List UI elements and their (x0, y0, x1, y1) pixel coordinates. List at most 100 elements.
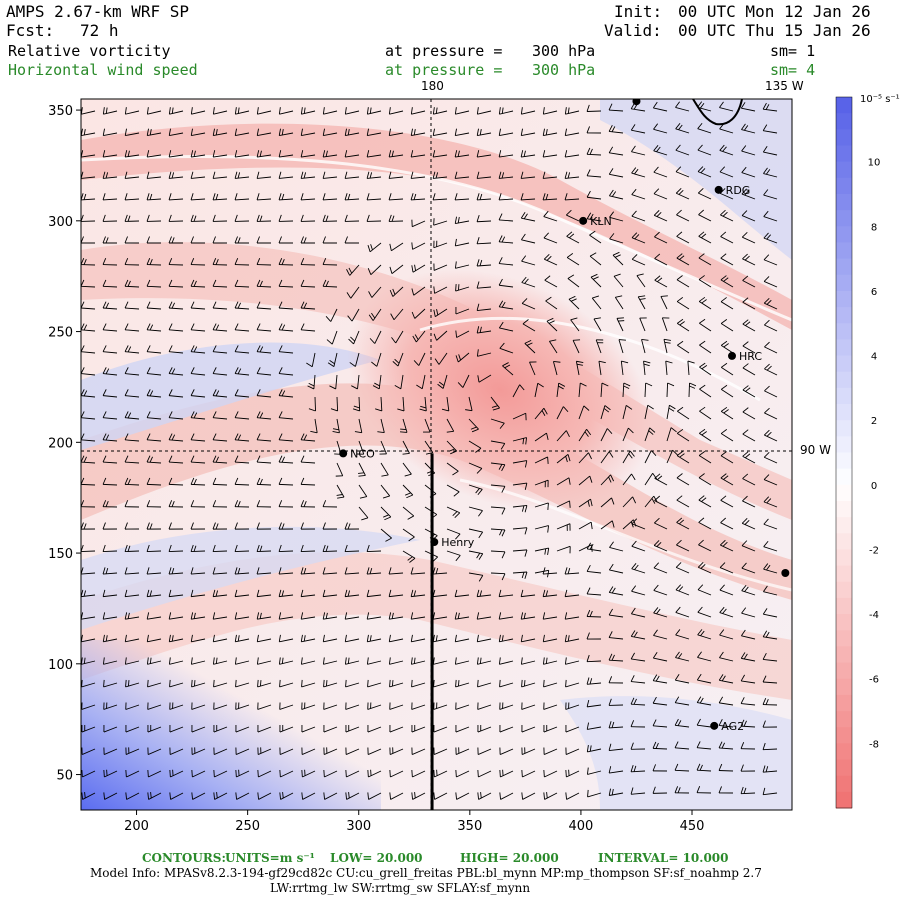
colorbar-tick-label: 2 (871, 416, 877, 427)
colorbar-tick-label: 6 (871, 287, 877, 298)
colorbar-cell (836, 145, 852, 163)
colorbar-cell (836, 307, 852, 324)
colorbar-cell (836, 662, 852, 680)
colorbar-cell (836, 371, 852, 389)
colorbar-cell (836, 258, 852, 276)
colorbar-cell (836, 355, 852, 373)
colorbar-cell (836, 549, 852, 567)
colorbar: 10 8 6 4 2 0 -2 -4 -6 -8 (835, 96, 881, 809)
station-dot (430, 537, 439, 546)
colorbar-cell (836, 210, 852, 227)
colorbar-cell (836, 678, 852, 696)
colorbar-cell (836, 759, 852, 777)
colorbar-cell (836, 711, 852, 728)
station-label: NCO (350, 447, 375, 460)
station-label: KLN (590, 215, 612, 228)
forecast-label: Fcst: (6, 21, 55, 40)
x-tick-label: 400 (569, 819, 594, 834)
footer-model-info: Model Info: MPASv8.2.3-194-gf29cd82c CU:… (90, 866, 762, 880)
colorbar-cell (836, 614, 852, 631)
colorbar-cell (836, 290, 852, 308)
colorbar-tick-label: 8 (871, 222, 877, 233)
y-tick-label: 150 (48, 547, 73, 562)
meridian-label-90w: 90 W (800, 443, 831, 457)
field-2-pressure-value: 300 hPa (532, 61, 596, 79)
colorbar-tick-label: -6 (869, 675, 879, 686)
colorbar-cell (836, 97, 852, 114)
station-dot (339, 449, 348, 458)
valid-label: Valid: (604, 21, 662, 40)
colorbar-cell (836, 193, 852, 211)
field-2-name: Horizontal wind speed (8, 61, 198, 79)
coastline (692, 99, 743, 126)
meridian-label-135w: 135 W (765, 79, 804, 93)
map-frame (80, 98, 793, 811)
forecast-value: 72 h (80, 21, 119, 40)
x-tick-label: 300 (346, 819, 371, 834)
station-dot (781, 569, 790, 577)
y-tick-label: 350 (48, 104, 73, 119)
station-markers: RDG KLN HRC NCO Henry AG2 (339, 99, 790, 733)
x-axis: 200 250 300 350 400 450 (124, 810, 704, 834)
colorbar-cell (836, 694, 852, 712)
y-tick-label: 300 (48, 215, 73, 230)
station-dot (632, 99, 641, 106)
y-tick-label: 200 (48, 436, 73, 451)
colorbar-cell (836, 113, 852, 130)
colorbar-cell (836, 484, 852, 502)
colorbar-tick-label: -4 (869, 610, 879, 621)
footer-contours-label: CONTOURS: (142, 851, 226, 865)
colorbar-cell (836, 468, 852, 486)
init-label: Init: (614, 2, 663, 21)
colorbar-tick-label: 0 (871, 481, 877, 492)
x-tick-label: 250 (235, 819, 260, 834)
vorticity-field: RDG KLN HRC NCO Henry AG2 (81, 99, 792, 810)
colorbar-cell (836, 161, 852, 179)
colorbar-cell (836, 274, 852, 292)
y-tick-label: 250 (48, 326, 73, 341)
field-2-pressure-label: at pressure = (385, 61, 503, 79)
colorbar-cell (836, 597, 852, 615)
colorbar-cell (836, 646, 852, 664)
colorbar-cell (836, 581, 852, 599)
station-dot (714, 185, 723, 194)
footer-units: UNITS=m s⁻¹ (225, 851, 315, 865)
x-tick-label: 450 (680, 819, 705, 834)
colorbar-cell (836, 533, 852, 550)
x-tick-label: 200 (124, 819, 149, 834)
colorbar-cell (836, 226, 852, 243)
footer-model-info-2: LW:rrtmg_lw SW:rrtmg_sw SFLAY:sf_mynn (270, 881, 531, 895)
colorbar-cell (836, 339, 852, 357)
meridian-label-180: 180 (421, 79, 444, 93)
colorbar-cell (836, 565, 852, 583)
station-label: Henry (441, 536, 475, 549)
colorbar-cell (836, 500, 852, 518)
colorbar-cell (836, 743, 852, 761)
station-dot (710, 721, 719, 730)
field-1-smoothing: sm= 1 (770, 42, 816, 60)
station-label: RDG (726, 184, 751, 197)
colorbar-cell (836, 323, 852, 340)
y-tick-label: 100 (48, 658, 73, 673)
field-1-pressure-value: 300 hPa (532, 42, 596, 60)
x-tick-label: 350 (457, 819, 482, 834)
colorbar-cell (836, 630, 852, 647)
colorbar-tick-label: 10 (868, 158, 881, 169)
footer-high: HIGH= 20.000 (460, 851, 559, 865)
colorbar-cell (836, 727, 852, 744)
colorbar-cell (836, 517, 852, 534)
footer-interval: INTERVAL= 10.000 (598, 851, 729, 865)
colorbar-unit: 10⁻⁵ s⁻¹ (860, 94, 900, 105)
field-2-smoothing: sm= 4 (770, 61, 816, 79)
colorbar-tick-label: -8 (869, 739, 879, 750)
station-label: HRC (739, 350, 762, 363)
colorbar-cell (836, 436, 852, 453)
valid-value: 00 UTC Thu 15 Jan 26 (678, 21, 871, 40)
colorbar-cell (836, 242, 852, 260)
y-axis: 50 100 150 200 250 300 350 (48, 104, 81, 784)
colorbar-cell (836, 775, 852, 793)
colorbar-tick-label: 4 (871, 352, 877, 363)
field-1-name: Relative vorticity (8, 42, 171, 60)
colorbar-cell (836, 420, 852, 437)
